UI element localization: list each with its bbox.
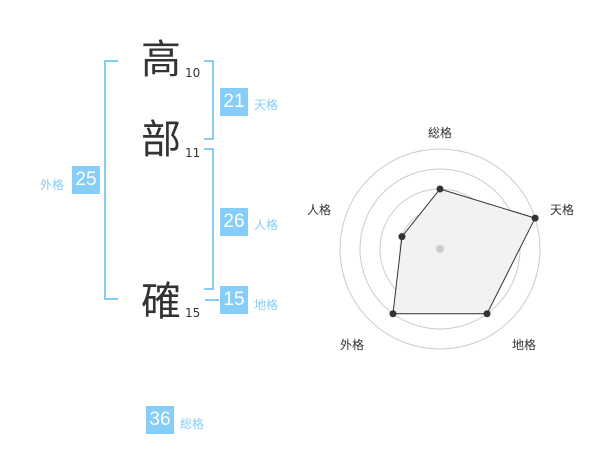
jinkaku-value: 26 xyxy=(220,208,248,236)
radar-center xyxy=(436,245,444,253)
jinkaku-bracket xyxy=(204,148,214,290)
soukaku-value: 36 xyxy=(146,406,174,434)
radar-point xyxy=(483,310,491,318)
name-char-3: 確 xyxy=(141,279,181,325)
stroke-count-3: 15 xyxy=(185,306,201,320)
radar-label-gaikaku: 外格 xyxy=(340,338,365,352)
radar-polygon xyxy=(392,188,536,315)
chikaku-value: 15 xyxy=(220,286,248,314)
tenkaku-label: 天格 xyxy=(254,98,279,112)
gaikaku-bracket xyxy=(104,60,118,300)
stroke-count-2: 11 xyxy=(185,146,201,160)
jinkaku-label: 人格 xyxy=(254,218,279,232)
radar-ring xyxy=(339,148,541,350)
soukaku-label: 総格 xyxy=(180,417,205,431)
radar-point xyxy=(389,310,397,318)
radar-label-jinkaku: 人格 xyxy=(307,203,332,217)
gaikaku-label: 外格 xyxy=(40,178,65,192)
radar-label-soukaku: 総格 xyxy=(428,126,453,140)
radar-point xyxy=(531,214,539,222)
radar-point xyxy=(436,185,444,193)
tenkaku-value: 21 xyxy=(220,88,248,116)
chikaku-connector xyxy=(205,299,219,301)
radar-label-tenkaku: 天格 xyxy=(550,203,575,217)
name-char-1: 高 xyxy=(141,37,181,83)
stroke-count-1: 10 xyxy=(185,66,201,80)
gaikaku-value: 25 xyxy=(72,166,100,194)
chikaku-label: 地格 xyxy=(254,298,279,312)
radar-label-chikaku: 地格 xyxy=(512,338,537,352)
radar-point xyxy=(398,233,406,241)
name-char-2: 部 xyxy=(141,117,181,163)
tenkaku-bracket xyxy=(204,60,214,140)
